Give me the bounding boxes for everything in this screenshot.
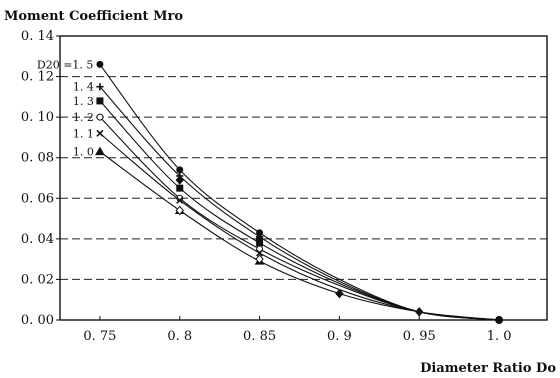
series-label: 1. 2 [73,111,94,124]
data-point-marker [175,175,184,185]
data-point-marker [255,254,264,264]
y-tick-label: 0. 08 [21,151,54,166]
series-label: 1. 4 [73,81,94,94]
y-tick-label: 0. 06 [21,191,54,206]
chart-title: Moment Coefficient Mro [4,9,183,24]
y-tick-label: 0. 02 [21,272,54,287]
series-curves [99,64,500,321]
series-curve [99,86,500,321]
series-label: D20 =1. 5 [37,58,94,71]
series-curve [99,100,500,321]
series-curve [99,132,500,321]
data-point-marker [176,196,184,204]
y-tick-label: 0. 12 [21,70,54,85]
x-tick-label: 0. 75 [83,329,116,344]
series-curve [99,64,500,321]
data-markers [95,60,504,324]
x-tick-label: 0. 95 [403,329,436,344]
data-point-marker [95,146,105,156]
y-tick-label: 0. 00 [21,313,54,328]
data-point-marker [176,166,184,174]
series-curve [99,116,500,321]
data-point-marker [96,113,104,121]
x-tick-label: 0. 85 [243,329,276,344]
data-point-marker [256,249,264,257]
data-point-marker [175,205,184,216]
data-point-marker [96,83,104,91]
data-point-marker [96,60,104,68]
data-point-marker [96,129,104,137]
y-tick-label: 0. 10 [21,110,54,125]
series-labels: D20 =1. 5 1. 41. 3 1. 2 1. 1 1. 0 [37,58,94,158]
grid-lines [60,76,547,280]
y-tick-label: 0. 04 [21,232,54,247]
x-tick-label: 1. 0 [487,329,512,344]
series-label: 1. 3 [73,95,94,108]
data-point-marker [255,234,264,244]
data-point-marker [415,307,424,317]
x-tick-label: 0. 9 [327,329,352,344]
series-label: 1. 0 [73,146,94,159]
axis-ticks: 0. 00 0. 02 0. 04 0. 06 0. 08 0. 10 0. 12 0. 14… [21,29,512,344]
x-axis-label: Diameter Ratio Do [420,361,556,376]
data-point-marker [335,288,344,299]
series-curve [99,151,500,321]
data-point-marker [176,184,184,192]
plot-frame [59,35,548,321]
y-tick-label: 0. 14 [21,29,54,44]
x-tick-label: 0. 8 [167,329,192,344]
series-label: 1. 1 [73,127,94,140]
data-point-marker [96,97,104,105]
